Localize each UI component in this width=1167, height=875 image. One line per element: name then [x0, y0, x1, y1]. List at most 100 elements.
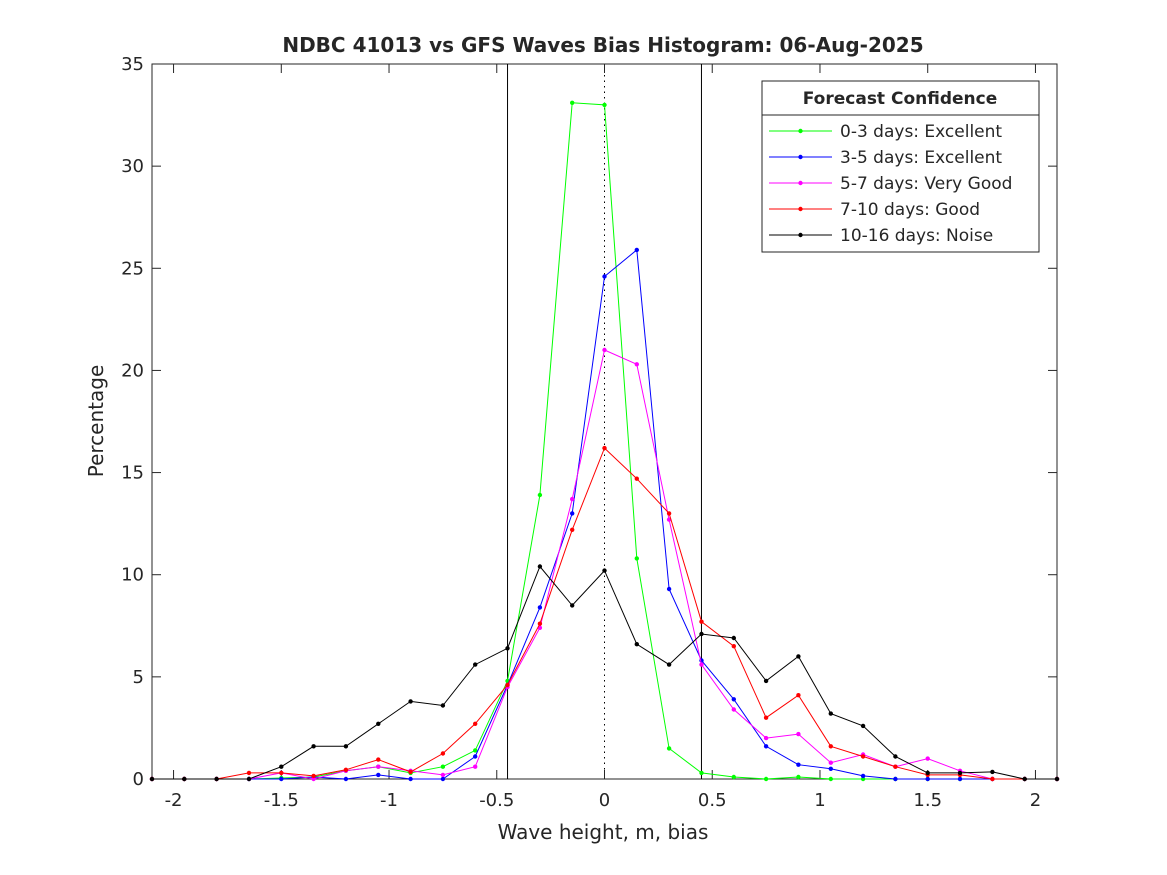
data-point — [537, 564, 543, 569]
data-point — [699, 619, 704, 624]
data-point — [828, 711, 833, 716]
data-point — [440, 703, 446, 708]
data-point — [473, 662, 478, 667]
x-tick-label: -1.5 — [264, 790, 299, 811]
data-point — [860, 723, 866, 729]
data-point — [537, 621, 543, 626]
series-2 — [149, 247, 1060, 782]
legend-item: 7-10 days: Good — [769, 200, 980, 220]
legend-item: 3-5 days: Excellent — [769, 148, 1002, 168]
data-point — [796, 731, 801, 737]
data-point — [763, 715, 769, 720]
data-point — [440, 751, 446, 756]
data-point — [311, 744, 316, 749]
legend-item: 10-16 days: Noise — [769, 226, 993, 246]
data-point — [634, 247, 639, 253]
data-point — [602, 347, 607, 353]
data-point — [440, 772, 446, 778]
x-axis-label: Wave height, m, bias — [498, 820, 709, 844]
series-layer — [149, 100, 1060, 782]
data-point — [246, 770, 252, 776]
legend-marker — [798, 206, 803, 212]
legend-marker — [798, 128, 803, 134]
data-point — [473, 748, 478, 753]
data-point — [634, 476, 639, 481]
data-point — [763, 678, 769, 684]
legend-label: 7-10 days: Good — [840, 200, 980, 220]
data-point — [634, 556, 639, 561]
data-point — [796, 693, 801, 698]
data-point — [279, 764, 284, 769]
data-point — [796, 762, 801, 767]
y-tick-label: 5 — [133, 667, 144, 688]
reference-lines — [507, 64, 702, 779]
legend-label: 5-7 days: Very Good — [840, 174, 1012, 194]
data-point — [408, 769, 413, 775]
data-point — [666, 746, 672, 751]
data-point — [796, 774, 801, 780]
x-tick-label: 2 — [1030, 790, 1041, 811]
data-point — [537, 605, 543, 610]
data-point — [149, 776, 155, 782]
series-4 — [149, 445, 1060, 782]
data-point — [990, 776, 995, 782]
data-point — [925, 770, 930, 776]
data-point — [570, 100, 575, 106]
data-point — [602, 102, 607, 108]
data-point — [311, 776, 316, 782]
data-point — [731, 644, 736, 649]
data-point — [828, 744, 833, 749]
x-axis-ticks: -2 -1.5 -1 -0.5 0 0.5 1 1.5 2 — [165, 64, 1041, 811]
x-tick-label: -0.5 — [479, 790, 514, 811]
data-point — [343, 744, 349, 749]
data-point — [763, 744, 769, 749]
data-point — [893, 776, 898, 782]
data-point — [602, 445, 607, 451]
data-point — [828, 776, 833, 782]
y-tick-label: 0 — [133, 769, 144, 790]
legend: Forecast Confidence 0-3 days: Excellent 3… — [761, 80, 1040, 253]
data-point — [311, 773, 316, 779]
data-point — [763, 735, 769, 741]
data-point — [666, 662, 672, 667]
y-tick-label: 15 — [121, 463, 144, 484]
data-point — [602, 274, 607, 279]
data-point — [440, 764, 446, 769]
data-point — [473, 764, 478, 769]
data-point — [343, 767, 349, 772]
data-point — [731, 697, 736, 702]
legend-item: 5-7 days: Very Good — [769, 174, 1012, 194]
data-point — [828, 760, 833, 765]
data-point — [731, 774, 736, 780]
data-point — [731, 635, 736, 641]
data-point — [925, 756, 930, 761]
data-point — [699, 662, 704, 667]
data-point — [570, 527, 575, 532]
data-point — [828, 766, 833, 771]
data-point — [408, 776, 413, 782]
legend-marker — [798, 154, 803, 160]
data-point — [376, 772, 381, 778]
data-point — [376, 764, 381, 769]
data-point — [505, 682, 510, 688]
data-point — [893, 754, 898, 759]
data-point — [182, 776, 187, 782]
legend-items: 0-3 days: Excellent 3-5 days: Excellent 5-… — [769, 122, 1012, 246]
x-tick-label: 1 — [814, 790, 825, 811]
data-point — [505, 646, 510, 651]
data-point — [343, 776, 349, 782]
data-point — [570, 496, 575, 502]
x-tick-label: 0 — [599, 790, 610, 811]
data-point — [1022, 776, 1027, 782]
data-point — [860, 754, 866, 759]
legend-item: 0-3 days: Excellent — [769, 122, 1002, 142]
data-point — [440, 776, 446, 782]
data-point — [279, 776, 284, 782]
data-point — [214, 776, 219, 782]
x-tick-label: 1.5 — [913, 790, 942, 811]
legend-marker — [798, 232, 803, 238]
data-point — [860, 776, 866, 782]
y-tick-label: 35 — [121, 54, 144, 75]
y-tick-label: 25 — [121, 258, 144, 279]
data-point — [957, 770, 963, 776]
